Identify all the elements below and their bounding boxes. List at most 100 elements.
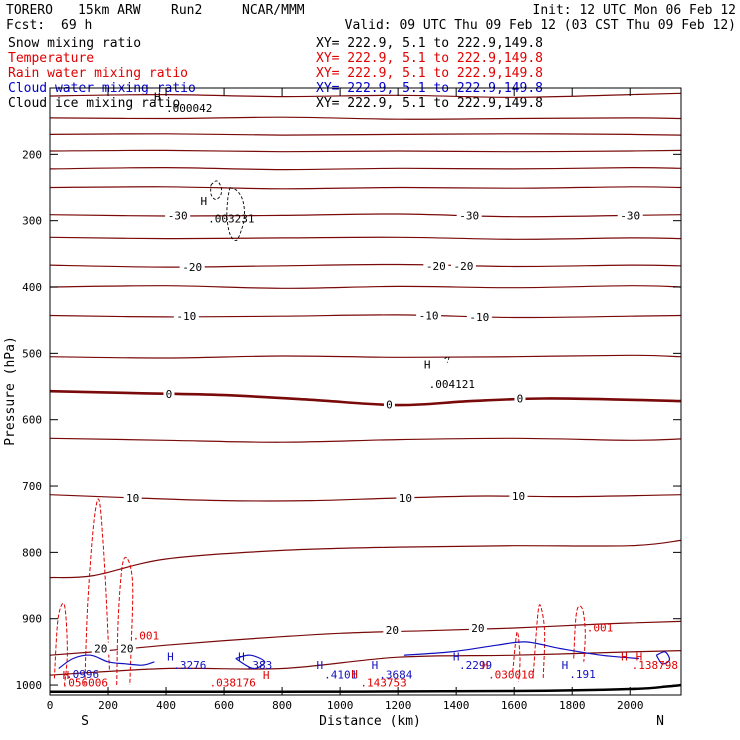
snow-contour-2 — [210, 180, 222, 200]
t-contour-10 — [49, 285, 682, 289]
temperature-label: 20 — [94, 643, 107, 656]
header-fcst-value: 69 h — [61, 18, 92, 33]
header-model: TORERO — [6, 3, 53, 18]
temperature-label-bg — [617, 209, 643, 222]
rain-max-value: .030010 — [488, 668, 534, 681]
temperature-label-bg — [173, 310, 199, 323]
header-resolution: 15km ARW — [78, 3, 141, 18]
snow-contour-3 — [444, 356, 450, 363]
t-contour-9 — [49, 263, 682, 268]
x-tick-label: 1200 — [385, 699, 412, 712]
legend-label-snow: Snow mixing ratio — [8, 36, 141, 51]
header-fcst-label: Fcst: — [6, 18, 45, 33]
rain-max-value: .038176 — [210, 676, 256, 689]
x-tick-label: 1600 — [501, 699, 528, 712]
snow-max-value: .000042 — [166, 102, 212, 115]
temperature-label: -10 — [176, 310, 196, 323]
plot-frame — [49, 87, 682, 696]
x-tick-label: 200 — [98, 699, 118, 712]
temperature-label-bg — [123, 491, 142, 504]
legend-xy-temperature: XY= 222.9, 5.1 to 222.9,149.8 — [316, 51, 543, 66]
temperature-label-bg — [514, 392, 526, 405]
temperature-label-bg — [468, 621, 487, 634]
legend-xy-snow: XY= 222.9, 5.1 to 222.9,149.8 — [316, 36, 543, 51]
temperature-label: 10 — [126, 492, 139, 505]
temperature-label: -10 — [469, 311, 489, 324]
temperature-label: 10 — [512, 490, 525, 503]
x-tick-label: 1000 — [327, 699, 354, 712]
rain-max-value: .138798 — [632, 659, 678, 672]
temperature-label-bg — [416, 309, 442, 322]
local-max-marker: H — [636, 651, 643, 664]
temperature-label: -20 — [182, 261, 202, 274]
local-max-marker: H — [154, 91, 161, 104]
cloud-max-value: .3684 — [379, 668, 412, 681]
cloud-max-value: .2299 — [459, 659, 492, 672]
cloud-max-value: .4101 — [324, 668, 357, 681]
temperature-label: -30 — [620, 209, 640, 222]
local-max-marker: H — [562, 659, 569, 672]
temperature-label: -10 — [419, 310, 439, 323]
header-org: NCAR/MMM — [242, 3, 305, 18]
rain-contour-6 — [512, 631, 521, 682]
temperature-label-bg — [383, 398, 395, 411]
x-tick-label: 2000 — [617, 699, 644, 712]
y-tick-label: 500 — [22, 347, 42, 360]
temperature-label-bg — [165, 209, 191, 222]
cloud-contour-1 — [58, 654, 155, 669]
snow-layer — [210, 180, 450, 363]
temperature-label-bg — [509, 489, 528, 502]
x-axis-title: Distance (km) — [319, 714, 421, 729]
temperature-label-bg — [456, 209, 482, 222]
t-contour-16 — [49, 539, 682, 579]
t-contour-12 — [49, 354, 682, 359]
cloud-contour-3 — [235, 654, 266, 670]
temperature-label: 0 — [166, 388, 173, 401]
y-tick-label: 800 — [22, 546, 42, 559]
t-contour-15 — [49, 494, 682, 502]
temperature-label: -30 — [459, 209, 479, 222]
temperature-label: -20 — [453, 260, 473, 273]
x-tick-label: 400 — [156, 699, 176, 712]
t-contour-14 — [49, 437, 682, 443]
temperature-label-bg — [117, 642, 136, 655]
rain-max-value: .001 — [587, 621, 614, 634]
t-contour-11 — [49, 314, 682, 319]
header-valid: Valid: 09 UTC Thu 09 Feb 12 (03 CST Thu … — [345, 18, 736, 33]
north-end-label: N — [656, 714, 664, 729]
t-contour-4 — [49, 149, 682, 153]
rain-max-value: .001 — [133, 629, 160, 642]
x-tick-label: 600 — [214, 699, 234, 712]
header-run: Run2 — [171, 3, 202, 18]
t-contour-18 — [49, 650, 682, 676]
rain-contour-3 — [53, 602, 68, 686]
cloud-max-value: .383 — [246, 659, 272, 672]
cloud-max-value: .3276 — [173, 659, 206, 672]
local-max-marker: H — [482, 659, 489, 672]
terrain-layer — [49, 683, 682, 693]
y-tick-label: 400 — [22, 281, 42, 294]
rain-max-value: .143753 — [360, 676, 406, 689]
cloud-contour-4 — [655, 651, 671, 665]
local-max-marker: H — [424, 359, 431, 372]
temperature-label-bg — [450, 259, 476, 272]
temperature-label: 0 — [386, 398, 393, 411]
cloud-contour-2 — [403, 641, 639, 660]
temperature-label: 20 — [120, 643, 133, 656]
temperature-label: 20 — [386, 624, 399, 637]
temperature-label-bg — [423, 259, 449, 272]
rain-contour-5 — [573, 605, 586, 662]
cloud-water-layer — [58, 641, 671, 670]
snow-max-value: .003231 — [208, 213, 254, 226]
legend-xy-rain: XY= 222.9, 5.1 to 222.9,149.8 — [316, 66, 543, 81]
y-tick-label: 1000 — [16, 679, 43, 692]
legend-label-rain: Rain water mixing ratio — [8, 66, 188, 81]
x-tick-label: 800 — [272, 699, 292, 712]
t-contour-6 — [49, 186, 682, 190]
t-contour-2 — [49, 116, 682, 120]
x-tick-label: 1800 — [559, 699, 586, 712]
temperature-label: -20 — [426, 260, 446, 273]
local-max-marker: H — [621, 651, 628, 664]
